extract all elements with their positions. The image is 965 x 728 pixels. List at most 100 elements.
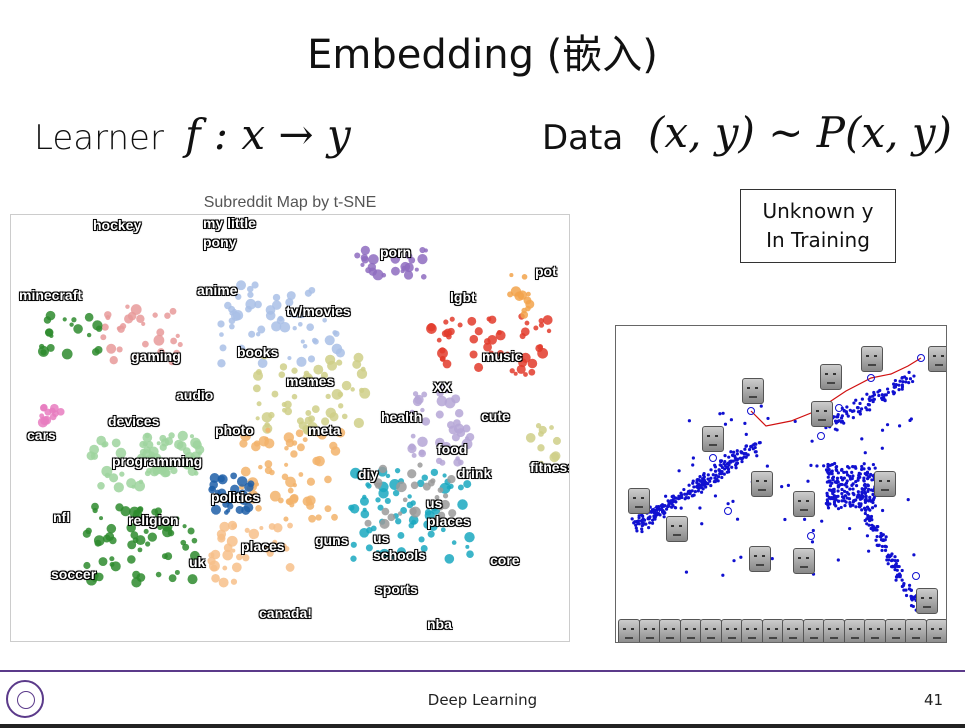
manifold-point <box>904 380 908 384</box>
manifold-point <box>848 501 852 505</box>
manifold-point <box>630 517 634 521</box>
map-point <box>410 433 416 439</box>
map-point <box>406 253 413 260</box>
map-point <box>182 447 191 456</box>
manifold-point <box>699 490 704 494</box>
manifold-point <box>711 473 715 477</box>
manifold-point <box>696 489 700 493</box>
map-point <box>436 337 442 343</box>
face-thumbnail <box>874 471 896 497</box>
manifold-marker <box>835 404 843 412</box>
map-point <box>451 540 457 545</box>
map-point <box>283 400 292 409</box>
map-point <box>424 509 432 516</box>
manifold-point <box>698 506 702 510</box>
map-point <box>372 269 384 281</box>
manifold-point <box>864 485 868 490</box>
manifold-point <box>867 475 871 479</box>
map-point <box>427 530 435 538</box>
manifold-point <box>640 513 644 517</box>
map-point <box>223 543 233 553</box>
map-point <box>168 358 176 366</box>
manifold-point <box>634 526 638 530</box>
map-point <box>136 506 143 514</box>
map-point <box>524 320 530 326</box>
manifold-point <box>851 487 855 491</box>
map-point <box>256 401 262 407</box>
manifold-point <box>722 472 726 476</box>
manifold-point <box>836 499 841 503</box>
manifold-point <box>877 393 881 398</box>
manifold-point <box>848 477 853 481</box>
manifold-point <box>684 570 689 574</box>
manifold-point <box>661 510 665 514</box>
map-point <box>244 482 254 492</box>
manifold-point <box>848 487 852 491</box>
map-point <box>324 335 335 346</box>
map-point <box>321 417 330 426</box>
manifold-point <box>845 479 849 483</box>
manifold-point <box>659 504 663 508</box>
manifold-point <box>871 399 875 404</box>
map-point <box>209 473 220 483</box>
face-thumbnail <box>843 619 866 642</box>
map-point <box>365 267 372 274</box>
map-label: diy <box>358 466 379 482</box>
manifold-point <box>893 378 897 383</box>
map-point <box>265 427 271 433</box>
manifold-point <box>667 501 671 505</box>
manifold-point <box>731 453 735 458</box>
manifold-point <box>836 484 840 488</box>
manifold-point <box>704 481 708 485</box>
map-point <box>379 548 390 560</box>
map-label: minecraft <box>19 287 83 303</box>
map-point <box>149 466 160 477</box>
manifold-point <box>709 483 713 488</box>
manifold-point <box>739 457 744 461</box>
map-point <box>143 446 151 454</box>
manifold-point <box>723 422 728 426</box>
map-point <box>71 317 77 323</box>
map-point <box>391 266 400 276</box>
map-point <box>420 545 428 553</box>
map-point <box>155 571 162 578</box>
map-point <box>455 456 460 461</box>
manifold-point <box>883 393 887 397</box>
map-point <box>348 504 355 511</box>
map-point <box>282 407 287 413</box>
map-point <box>523 372 528 377</box>
manifold-point <box>840 499 844 503</box>
map-point <box>350 541 357 548</box>
map-point <box>514 291 525 301</box>
map-point <box>443 387 450 394</box>
manifold-point <box>700 522 704 526</box>
face-thumbnail <box>782 619 804 642</box>
map-point <box>419 246 426 254</box>
map-point <box>152 312 158 318</box>
map-point <box>429 522 438 531</box>
face-thumbnail <box>751 471 773 497</box>
face-thumbnail <box>761 619 784 642</box>
map-point <box>218 533 225 541</box>
manifold-point <box>726 467 731 471</box>
map-point <box>94 345 103 354</box>
manifold-point <box>691 456 695 460</box>
map-point <box>430 468 439 477</box>
map-point <box>402 497 408 503</box>
manifold-point <box>682 487 686 492</box>
manifold-point <box>634 523 638 527</box>
manifold-point <box>692 485 696 489</box>
bottom-bar <box>0 724 965 728</box>
map-point <box>444 554 455 564</box>
map-point <box>292 326 297 331</box>
manifold-point <box>690 489 694 493</box>
map-point <box>260 351 269 360</box>
manifold-point <box>863 518 867 523</box>
map-label: nba <box>427 616 452 632</box>
face-thumbnail <box>742 378 764 404</box>
map-point <box>286 291 296 301</box>
manifold-point <box>735 449 739 453</box>
map-point <box>463 480 472 489</box>
map-point <box>331 389 343 400</box>
map-label: XX <box>433 379 452 395</box>
